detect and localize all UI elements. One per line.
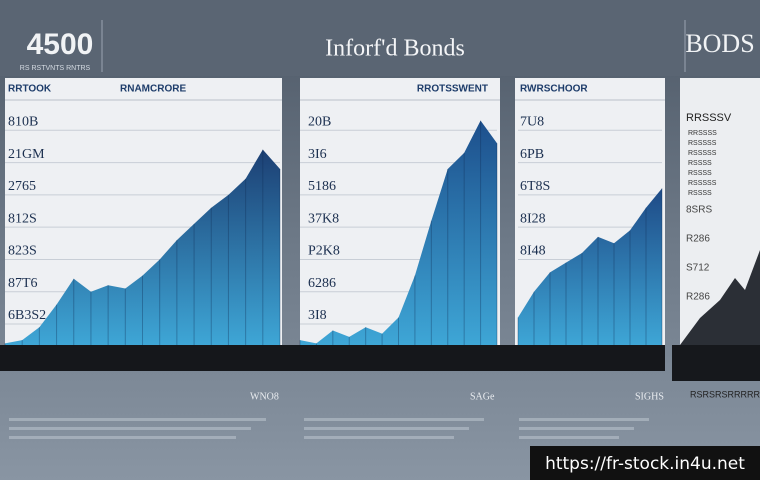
header-number: 4500 xyxy=(27,28,94,61)
y-tick-label: 5186 xyxy=(308,179,336,194)
y-tick-label: 6T8S xyxy=(520,179,550,194)
side-heading: RRSSSV xyxy=(686,112,732,124)
text-line xyxy=(519,436,619,439)
header-title: Inforf'd Bonds xyxy=(325,36,465,62)
y-tick-label: 37K8 xyxy=(308,211,339,226)
chart-title: RROTSSWENT xyxy=(417,84,488,95)
side-item: RRSSSS xyxy=(688,130,717,137)
side-area xyxy=(680,250,760,345)
text-line xyxy=(9,427,251,430)
y-tick-label: 7U8 xyxy=(520,115,544,130)
y-tick-label: 20B xyxy=(308,115,331,130)
side-caption: RSRSRSRRRRRR xyxy=(690,389,760,399)
y-tick-label: 6PB xyxy=(520,147,544,162)
side-item: RSSSS xyxy=(688,160,712,167)
y-tick-label: 2765 xyxy=(8,179,36,194)
area xyxy=(518,188,662,345)
side-tick: R286 xyxy=(686,292,710,303)
chart-title: RWRSCHOOR xyxy=(520,84,588,95)
area xyxy=(5,149,280,345)
y-tick-label: 8I28 xyxy=(520,211,546,226)
text-line xyxy=(9,436,236,439)
header-band xyxy=(0,0,760,76)
text-line xyxy=(304,436,454,439)
dark-band xyxy=(0,345,665,371)
chart-title: RNAMCRORE xyxy=(120,84,186,95)
dark-band xyxy=(672,345,760,381)
text-line xyxy=(519,418,649,421)
side-item: RSSSS xyxy=(688,190,712,197)
caption: SAGe xyxy=(470,391,495,402)
caption: WNO8 xyxy=(250,391,279,402)
y-tick-label: 6B3S2 xyxy=(8,308,46,323)
side-item: RSSSSS xyxy=(688,150,717,157)
y-tick-label: 823S xyxy=(8,244,37,259)
caption: SIGHS xyxy=(635,391,664,402)
area xyxy=(300,120,497,345)
text-line xyxy=(304,427,469,430)
watermark: https://fr-stock.in4u.net xyxy=(545,454,745,474)
watermark-box xyxy=(530,446,760,480)
side-label: RRTOOK xyxy=(8,84,52,95)
y-tick-label: 812S xyxy=(8,211,37,226)
side-item: RSSSSS xyxy=(688,180,717,187)
y-tick-label: 3I6 xyxy=(308,147,327,162)
y-tick-label: 8I48 xyxy=(520,244,546,259)
y-tick-label: 21GM xyxy=(8,147,45,162)
y-tick-label: 87T6 xyxy=(8,276,38,291)
side-tick: R286 xyxy=(686,234,710,245)
text-line xyxy=(9,418,266,421)
side-item: RSSSSS xyxy=(688,140,717,147)
side-tick: 8SRS xyxy=(686,205,712,216)
y-tick-label: 6286 xyxy=(308,276,336,291)
y-tick-label: P2K8 xyxy=(308,244,340,259)
header-right-title: BODS xyxy=(685,29,754,58)
side-item: RSSSS xyxy=(688,170,712,177)
side-tick: S712 xyxy=(686,263,710,274)
text-line xyxy=(304,418,484,421)
y-tick-label: 3I8 xyxy=(308,308,327,323)
header-subtitle: RS RSTVNTS RNTRS xyxy=(20,65,91,72)
text-line xyxy=(519,427,634,430)
y-tick-label: 810B xyxy=(8,115,38,130)
